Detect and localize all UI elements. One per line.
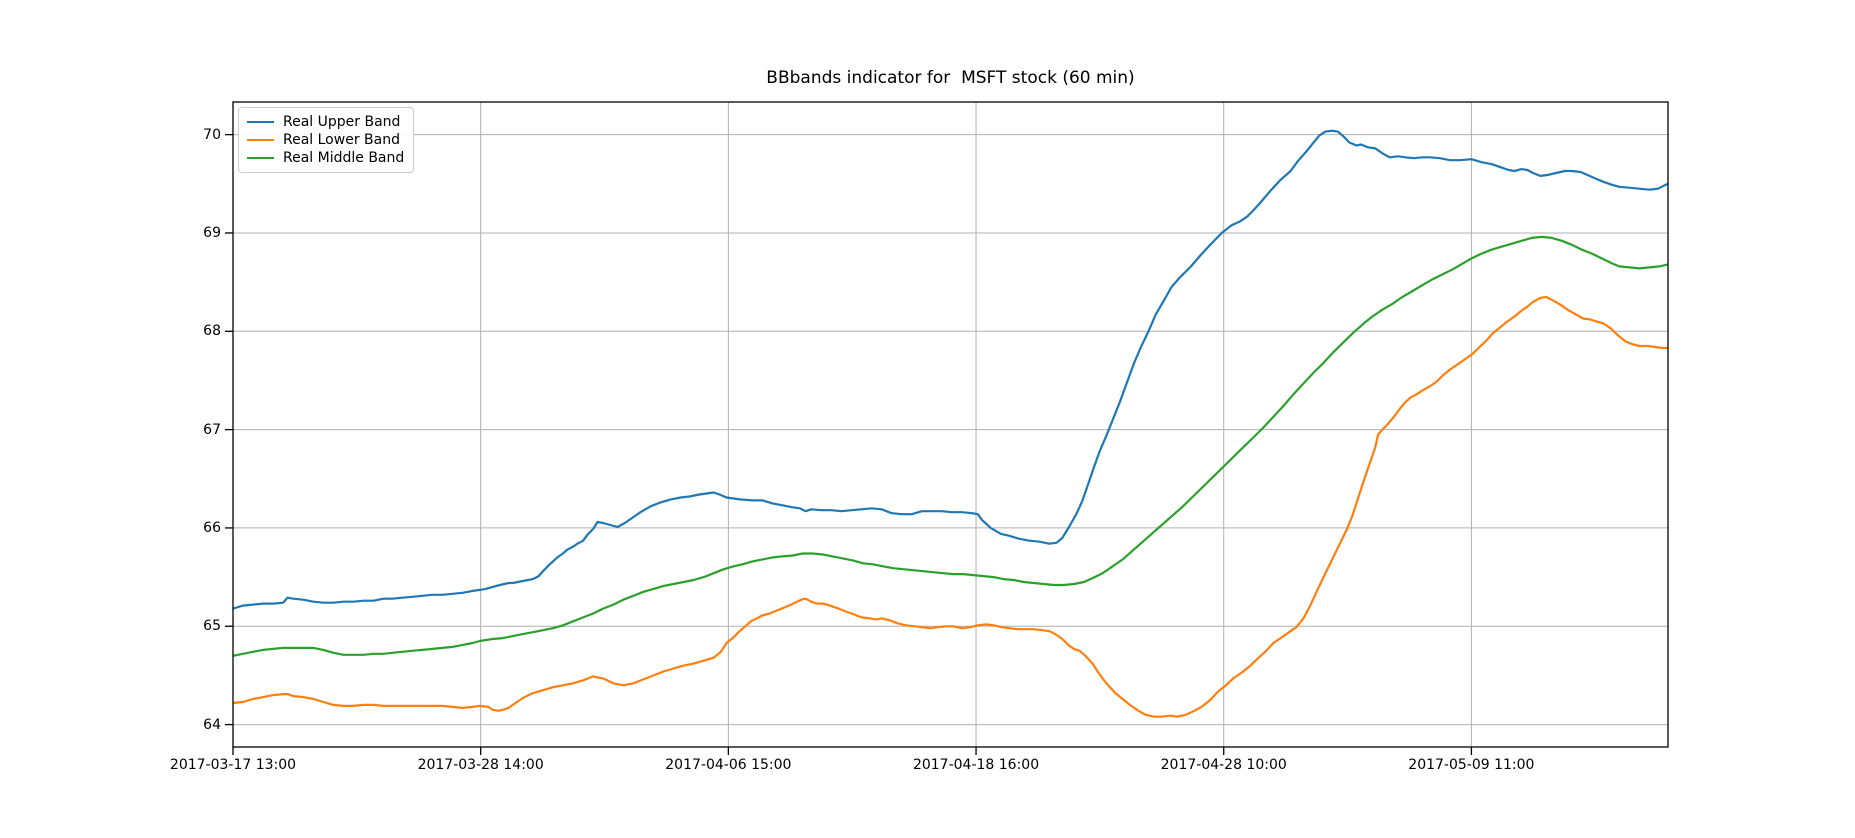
legend-line-icon bbox=[247, 157, 274, 159]
series-line-real-lower-band bbox=[233, 295, 1668, 718]
x-tick-label: 2017-04-18 16:00 bbox=[912, 757, 1040, 773]
legend-entry: Real Middle Band bbox=[247, 149, 404, 167]
legend-entry: Real Lower Band bbox=[247, 131, 404, 149]
tick-marks bbox=[225, 133, 1473, 755]
gridlines bbox=[232, 102, 1668, 747]
series-line-real-upper-band bbox=[233, 129, 1668, 610]
series-line-real-middle-band bbox=[233, 235, 1668, 657]
y-tick-label: 68 bbox=[203, 323, 221, 340]
legend-line-icon bbox=[247, 139, 274, 141]
y-tick-label: 70 bbox=[203, 126, 221, 143]
x-tick-label: 2017-03-17 13:00 bbox=[169, 757, 297, 773]
legend: Real Upper Band Real Lower Band Real Middl… bbox=[238, 107, 415, 173]
y-tick-label: 64 bbox=[203, 716, 221, 733]
y-tick-label: 67 bbox=[203, 421, 221, 438]
legend-line-icon bbox=[247, 121, 274, 123]
y-tick-label: 69 bbox=[203, 224, 221, 241]
legend-label: Real Upper Band bbox=[283, 114, 401, 130]
x-tick-label: 2017-04-28 10:00 bbox=[1160, 757, 1287, 773]
x-tick-label: 2017-04-06 15:00 bbox=[665, 757, 792, 773]
chart-title: BBbands indicator for MSFT stock (60 min… bbox=[766, 68, 1135, 88]
y-tick-label: 66 bbox=[203, 519, 221, 536]
legend-entry: Real Upper Band bbox=[247, 113, 404, 131]
legend-label: Real Lower Band bbox=[283, 132, 400, 148]
legend-label: Real Middle Band bbox=[283, 150, 405, 166]
series-lines bbox=[233, 129, 1668, 718]
plot-border bbox=[232, 101, 1669, 748]
x-tick-label: 2017-03-28 14:00 bbox=[417, 757, 544, 773]
x-tick-label: 2017-05-09 11:00 bbox=[1408, 757, 1535, 773]
y-tick-label: 65 bbox=[203, 618, 221, 635]
